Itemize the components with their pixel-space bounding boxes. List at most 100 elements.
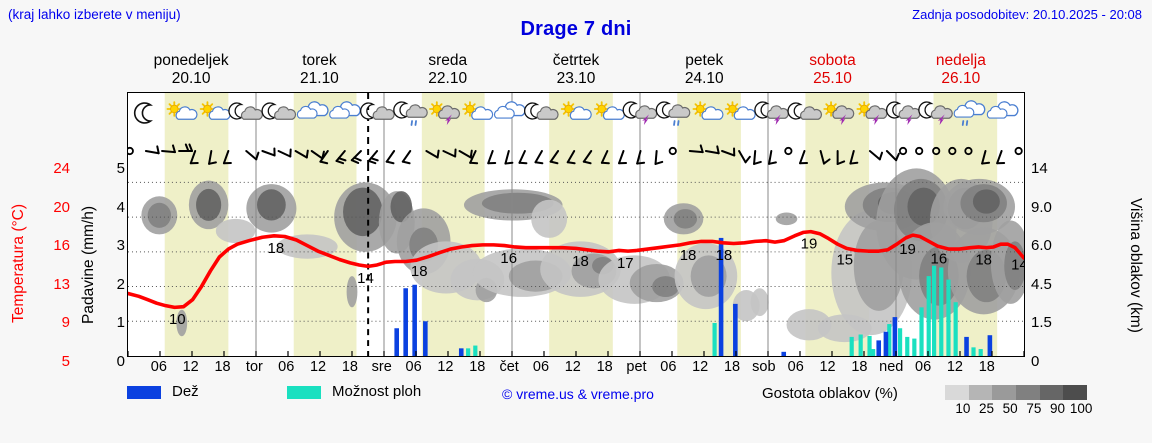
wind-barb-27	[566, 150, 576, 165]
forecast-plot[interactable]: 10 18 14 18 16 18 17 18 18 19 15 19 16 18 14	[127, 92, 1025, 357]
rain-bar-7	[781, 351, 787, 356]
wind-barb-3	[178, 143, 194, 152]
shower-bar-6	[871, 349, 876, 356]
shower-bar-8	[897, 328, 903, 356]
shower-bar-10	[912, 338, 917, 356]
day-date: 25.10	[813, 70, 852, 87]
weather-icon-sun-cloud-18	[724, 101, 756, 120]
weather-icon-moon-cloud-storm-23	[886, 101, 921, 125]
wind-barb-52	[981, 150, 991, 165]
weather-icon-moon-cloud-rain-8	[393, 101, 428, 126]
shower-bar-15	[946, 279, 951, 356]
temperature-tick-5: 5	[61, 352, 70, 370]
weather-icon-sun-cloud-storm-9	[429, 101, 461, 125]
temperature-line	[128, 229, 1024, 310]
data-plot-band: 10 18 14 18 16 18 17 18 18 19 15 19 16 18 14	[128, 165, 1024, 356]
x-tick-7: sre	[371, 359, 392, 375]
rain-bar-1	[403, 288, 408, 356]
x-tick-22: 18	[851, 359, 868, 375]
day-date: 24.10	[684, 70, 724, 87]
x-tick-21: 12	[819, 359, 836, 375]
day-header-3: četrtek 23.10	[512, 52, 640, 92]
wind-barb-38	[753, 150, 762, 165]
wind-barb-2	[161, 144, 176, 154]
x-tick-5: 12	[309, 359, 327, 375]
cloud-blob-23	[531, 199, 568, 238]
x-tick-16: 06	[660, 359, 677, 375]
temperature-tick-2: 16	[53, 237, 70, 254]
shower-bar-12	[926, 276, 931, 356]
cloud-density-step-4	[1039, 385, 1064, 400]
showers-legend-label: Možnost ploh	[332, 383, 422, 400]
x-tick-19: sob	[752, 359, 776, 375]
wind-barb-29	[600, 150, 610, 165]
x-tick-12: 06	[532, 359, 550, 375]
cloud-tick-4: 1.5	[1031, 314, 1052, 331]
cloud-density-step-5	[1063, 385, 1088, 400]
cloud-blob-53	[972, 189, 1000, 214]
weather-icon-band	[128, 93, 1024, 138]
shower-bar-9	[905, 336, 910, 356]
wind-barb-14	[350, 150, 362, 164]
x-axis-tick-labels: 06 12 18 tor 06 12 18 sre 06 12 18 čet 06 12 18 pet 06 12…	[127, 359, 1025, 379]
x-tick-10: 18	[469, 359, 486, 375]
shower-bar-2	[712, 322, 717, 356]
weather-icon-moon-cloud-storm-24	[918, 101, 953, 125]
showers-legend-swatch	[287, 386, 321, 399]
x-tick-1: 12	[182, 359, 199, 375]
rain-bar-10	[892, 317, 898, 356]
wind-barb-42	[819, 150, 831, 165]
wind-barb-0	[128, 146, 134, 156]
shower-bar-1	[473, 345, 478, 356]
day-name: nedelja	[935, 52, 986, 69]
day-date: 21.10	[300, 70, 339, 87]
temperature-label-2: 14	[357, 270, 374, 287]
rain-bar-3	[423, 321, 428, 356]
last-updated-label: Zadnja posodobitev: 20.10.2025 - 20:08	[912, 7, 1142, 22]
x-tick-4: 06	[278, 359, 295, 375]
wind-barb-44	[849, 150, 859, 165]
shower-bar-5	[867, 335, 872, 356]
weather-icon-cloud-11	[494, 101, 526, 119]
wind-barb-25	[534, 150, 544, 165]
weather-icon-moon-0	[133, 102, 153, 124]
wind-barb-37	[738, 150, 751, 164]
cloud-density-field	[141, 168, 1024, 343]
wind-barb-1	[144, 145, 160, 155]
day-header-1: torek 21.10	[255, 52, 383, 92]
wind-barb-48	[915, 146, 924, 156]
x-tick-11: čet	[499, 359, 519, 375]
precipitation-tick-5: 0	[116, 352, 125, 370]
day-header-2: sreda 22.10	[384, 52, 512, 92]
wind-barb-20	[458, 149, 473, 159]
day-name: petek	[685, 52, 724, 69]
x-tick-13: 12	[564, 359, 581, 375]
weather-icon-cloud-rain-25	[953, 100, 986, 126]
wind-barb-17	[401, 150, 412, 165]
shower-bar-7	[887, 324, 892, 356]
wind-barb-28	[582, 150, 593, 165]
cloud-density-step-2	[992, 385, 1017, 400]
temperature-label-6: 17	[617, 255, 634, 272]
wind-barb-35	[704, 145, 720, 155]
temperature-axis-title: Temperatura (°C)	[10, 203, 27, 323]
cloud-blob-5	[176, 309, 188, 337]
precipitation-axis-ticks: 5 4 3 2 1 0	[103, 160, 125, 370]
weather-icon-cloud-26	[986, 101, 1019, 119]
rain-bar-5	[718, 237, 724, 356]
wind-barb-13	[335, 150, 347, 165]
cloud-tick-2: 6.0	[1031, 237, 1052, 254]
x-tick-18: 18	[723, 359, 741, 375]
temperature-label-1: 18	[268, 240, 285, 257]
wind-barb-4	[189, 150, 199, 165]
temperature-label-3: 18	[411, 263, 428, 280]
temperature-label-7: 18	[680, 247, 697, 264]
wind-barb-18	[425, 149, 440, 159]
cloud-tick-5: 0	[1031, 352, 1040, 370]
precipitation-tick-1: 4	[116, 198, 125, 216]
wind-barb-band	[128, 138, 1024, 165]
copyright-link[interactable]: © vreme.us & vreme.pro	[502, 386, 654, 402]
day-header-0: ponedeljek 20.10	[127, 52, 255, 92]
shower-bars	[466, 265, 983, 356]
temperature-label-14: 14	[1011, 257, 1024, 274]
